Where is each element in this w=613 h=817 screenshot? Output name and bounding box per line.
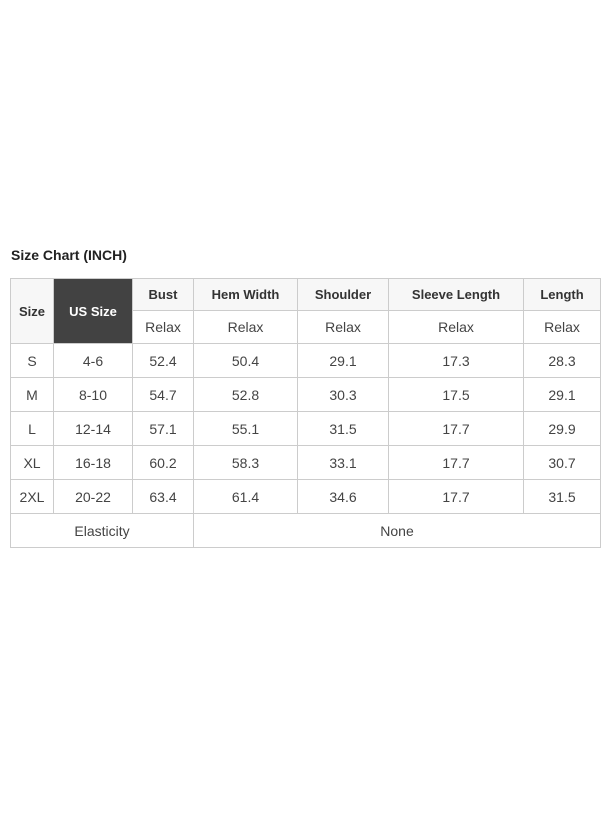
fit-cell-length: Relax (523, 310, 601, 344)
cell-us-size: 8-10 (53, 377, 133, 412)
size-chart-section: Size Chart (INCH) Size US Size Bust Hem … (10, 247, 601, 548)
cell-shoulder: 31.5 (297, 411, 389, 446)
cell-hem-width: 55.1 (193, 411, 298, 446)
header-us-size: US Size (53, 278, 133, 344)
size-row-s: S 4-6 52.4 50.4 29.1 17.3 28.3 (10, 343, 601, 378)
fit-cell-bust: Relax (132, 310, 194, 344)
header-length: Length (523, 278, 601, 311)
cell-us-size: 12-14 (53, 411, 133, 446)
cell-sleeve-length: 17.5 (388, 377, 524, 412)
cell-bust: 63.4 (132, 479, 194, 514)
cell-size: L (10, 411, 54, 446)
header-bust: Bust (132, 278, 194, 311)
cell-bust: 60.2 (132, 445, 194, 480)
cell-shoulder: 29.1 (297, 343, 389, 378)
size-row-m: M 8-10 54.7 52.8 30.3 17.5 29.1 (10, 377, 601, 412)
fit-row: Relax Relax Relax Relax Relax (11, 310, 601, 344)
fit-cell-hem-width: Relax (193, 310, 298, 344)
size-chart-table: Size US Size Bust Hem Width Shoulder Sle… (10, 278, 601, 548)
cell-us-size: 16-18 (53, 445, 133, 480)
elasticity-label-cell: Elasticity (10, 513, 194, 548)
cell-size: 2XL (10, 479, 54, 514)
cell-bust: 57.1 (132, 411, 194, 446)
header-shoulder: Shoulder (297, 278, 389, 311)
cell-hem-width: 61.4 (193, 479, 298, 514)
cell-sleeve-length: 17.3 (388, 343, 524, 378)
size-row-xl: XL 16-18 60.2 58.3 33.1 17.7 30.7 (10, 445, 601, 480)
cell-sleeve-length: 17.7 (388, 479, 524, 514)
cell-sleeve-length: 17.7 (388, 411, 524, 446)
header-size: Size (10, 278, 54, 344)
cell-hem-width: 50.4 (193, 343, 298, 378)
cell-sleeve-length: 17.7 (388, 445, 524, 480)
cell-length: 30.7 (523, 445, 601, 480)
elasticity-row: Elasticity None (10, 513, 601, 548)
cell-length: 28.3 (523, 343, 601, 378)
fit-cell-shoulder: Relax (297, 310, 389, 344)
cell-length: 29.9 (523, 411, 601, 446)
cell-length: 29.1 (523, 377, 601, 412)
cell-size: M (10, 377, 54, 412)
cell-shoulder: 34.6 (297, 479, 389, 514)
header-hem-width: Hem Width (193, 278, 298, 311)
cell-us-size: 20-22 (53, 479, 133, 514)
cell-bust: 54.7 (132, 377, 194, 412)
cell-us-size: 4-6 (53, 343, 133, 378)
cell-length: 31.5 (523, 479, 601, 514)
page-title: Size Chart (INCH) (11, 247, 127, 263)
cell-hem-width: 52.8 (193, 377, 298, 412)
size-row-l: L 12-14 57.1 55.1 31.5 17.7 29.9 (10, 411, 601, 446)
cell-shoulder: 33.1 (297, 445, 389, 480)
cell-shoulder: 30.3 (297, 377, 389, 412)
size-row-2xl: 2XL 20-22 63.4 61.4 34.6 17.7 31.5 (10, 479, 601, 514)
header-sleeve-length: Sleeve Length (388, 278, 524, 311)
cell-hem-width: 58.3 (193, 445, 298, 480)
cell-bust: 52.4 (132, 343, 194, 378)
fit-cell-sleeve-length: Relax (388, 310, 524, 344)
cell-size: S (10, 343, 54, 378)
elasticity-value-cell: None (193, 513, 601, 548)
cell-size: XL (10, 445, 54, 480)
header-row: Size US Size Bust Hem Width Shoulder Sle… (10, 278, 601, 344)
